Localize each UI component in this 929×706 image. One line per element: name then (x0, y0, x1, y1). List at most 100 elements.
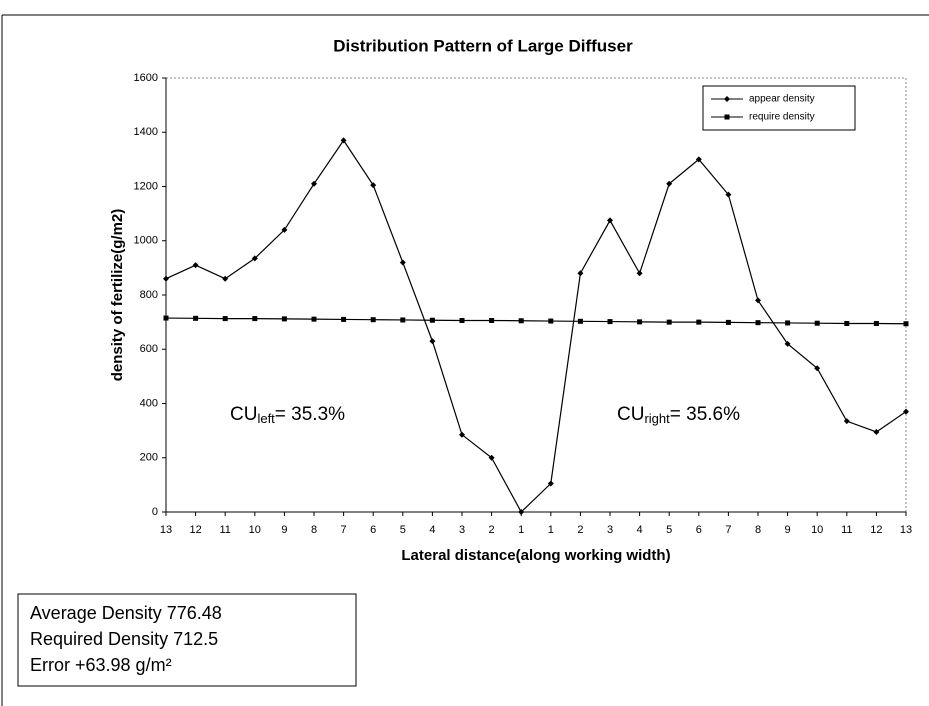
point (518, 318, 524, 324)
annotation-rest: = 35.3% (275, 404, 345, 425)
annotation-rest: = 35.6% (670, 404, 740, 425)
x-tick-label: 10 (811, 524, 823, 536)
chart-title: Distribution Pattern of Large Diffuser (333, 36, 633, 55)
x-tick-label: 11 (219, 524, 230, 536)
annotation-sub: right (644, 411, 670, 426)
point (725, 191, 732, 198)
annotation-text: CUleft= 35.3% (230, 404, 345, 426)
y-tick-label: 600 (140, 343, 158, 355)
series-line (165, 317, 907, 325)
point (814, 365, 821, 372)
point (873, 320, 879, 326)
info-box (17, 593, 357, 687)
point (636, 270, 643, 277)
annotation-main: CU (230, 404, 257, 425)
x-tick-label: 7 (725, 524, 731, 536)
y-tick-label: 1000 (134, 235, 158, 247)
point (222, 275, 229, 282)
point (251, 255, 258, 262)
point (163, 315, 169, 321)
x-tick-label: 1 (518, 524, 524, 536)
y-tick-label: 400 (140, 397, 158, 409)
point (193, 315, 199, 321)
point (637, 319, 643, 325)
info-line: Required Density 712.5 (30, 629, 218, 649)
series-line (165, 139, 907, 513)
x-tick-label: 12 (189, 524, 201, 536)
point (844, 320, 850, 326)
y-tick-label: 1200 (134, 180, 158, 192)
x-tick-label: 5 (666, 524, 672, 536)
point (548, 318, 554, 324)
point (607, 217, 613, 224)
point (399, 259, 406, 266)
point (459, 431, 465, 438)
annotation: CUright= 35.6% (617, 404, 740, 426)
x-tick-label: 13 (900, 524, 912, 536)
point (281, 316, 287, 322)
point (311, 316, 317, 322)
point (341, 316, 347, 322)
info-line: Error +63.98 g/m² (30, 655, 172, 675)
x-tick-label: 13 (160, 524, 172, 536)
legend-box (702, 85, 856, 131)
point (459, 317, 465, 323)
point (666, 180, 673, 187)
x-tick-label: 7 (341, 524, 347, 536)
x-tick-label: 9 (785, 524, 791, 536)
point (252, 316, 258, 322)
x-tick-label: 10 (249, 524, 261, 536)
annotation-text: CUright= 35.6% (617, 404, 740, 426)
x-tick-label: 1 (548, 524, 554, 536)
x-tick-label: 6 (696, 524, 702, 536)
annotation: CUleft= 35.3% (230, 404, 345, 426)
x-tick-label: 2 (489, 524, 495, 536)
point (755, 320, 761, 326)
point (518, 509, 525, 515)
point (163, 275, 169, 282)
point (488, 454, 495, 461)
point (695, 156, 702, 163)
point (547, 480, 554, 487)
legend-label: require density (749, 112, 815, 123)
y-tick-label: 200 (140, 452, 158, 464)
annotation-sub: left (257, 411, 275, 426)
point (814, 320, 820, 326)
y-tick-label: 800 (140, 289, 158, 301)
point (281, 226, 288, 233)
annotation-main: CU (617, 404, 644, 425)
point (489, 317, 495, 323)
info-line: Average Density 776.48 (30, 603, 222, 623)
x-tick-label: 5 (400, 524, 406, 536)
point (370, 182, 377, 189)
point (666, 319, 672, 325)
point (429, 338, 436, 345)
y-axis-label: density of fertilize(g/m2) (109, 209, 126, 382)
x-tick-label: 3 (607, 524, 613, 536)
point (903, 408, 909, 415)
x-tick-label: 6 (370, 524, 376, 536)
x-tick-label: 9 (281, 524, 287, 536)
y-tick-label: 1600 (134, 72, 158, 84)
point (784, 340, 791, 347)
point (340, 137, 347, 144)
point (785, 320, 791, 326)
x-tick-label: 8 (755, 524, 761, 536)
legend-label: appear density (749, 94, 815, 105)
point (429, 317, 435, 323)
x-tick-label: 4 (429, 524, 435, 536)
x-tick-label: 11 (841, 524, 852, 536)
point (311, 180, 317, 187)
point (370, 317, 376, 323)
point (873, 428, 880, 435)
point (577, 318, 583, 324)
x-tick-label: 3 (459, 524, 465, 536)
x-axis-label: Lateral distance(along working width) (401, 547, 670, 564)
point (724, 114, 730, 120)
x-tick-label: 8 (311, 524, 317, 536)
point (724, 96, 730, 102)
point (192, 262, 199, 269)
x-tick-label: 4 (637, 524, 643, 536)
point (843, 418, 850, 425)
